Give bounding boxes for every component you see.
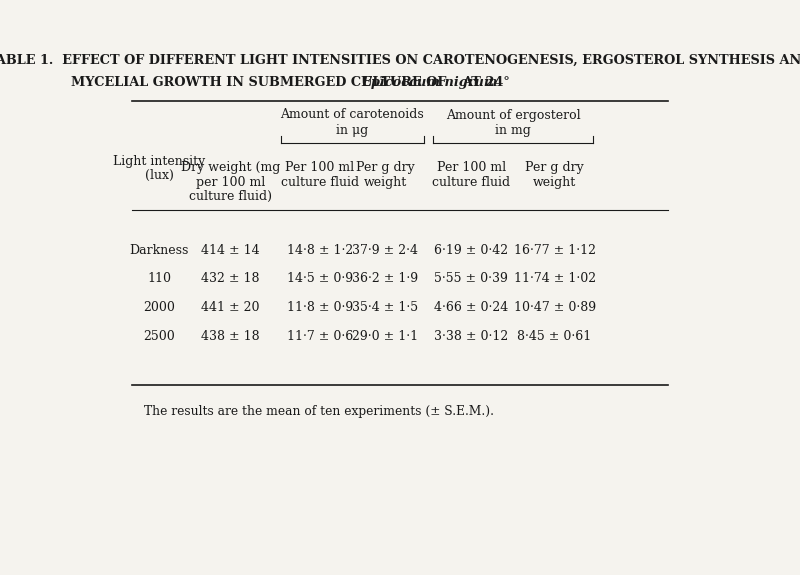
Text: Amount of carotenoids: Amount of carotenoids [281, 109, 424, 121]
Text: 37·9 ± 2·4: 37·9 ± 2·4 [352, 244, 418, 256]
Text: (lux): (lux) [145, 169, 174, 182]
Text: weight: weight [363, 176, 406, 189]
Text: Per 100 ml: Per 100 ml [437, 162, 506, 174]
Text: 11·8 ± 0·9: 11·8 ± 0·9 [286, 301, 353, 314]
Text: Light intensity: Light intensity [113, 155, 206, 167]
Text: culture fluid: culture fluid [432, 176, 510, 189]
Text: 432 ± 18: 432 ± 18 [202, 273, 260, 285]
Text: 438 ± 18: 438 ± 18 [202, 330, 260, 343]
Text: 3·38 ± 0·12: 3·38 ± 0·12 [434, 330, 509, 343]
Text: Amount of ergosterol: Amount of ergosterol [446, 109, 580, 121]
Text: 11·74 ± 1·02: 11·74 ± 1·02 [514, 273, 596, 285]
Text: Per g dry: Per g dry [526, 162, 584, 174]
Text: 6·19 ± 0·42: 6·19 ± 0·42 [434, 244, 509, 256]
Text: 8·45 ± 0·61: 8·45 ± 0·61 [518, 330, 592, 343]
Text: culture fluid: culture fluid [281, 176, 358, 189]
Text: The results are the mean of ten experiments (± S.E.M.).: The results are the mean of ten experime… [144, 405, 494, 417]
Text: AT 24°: AT 24° [462, 76, 510, 89]
Text: 35·4 ± 1·5: 35·4 ± 1·5 [352, 301, 418, 314]
Text: 414 ± 14: 414 ± 14 [202, 244, 260, 256]
Text: 2500: 2500 [143, 330, 175, 343]
Text: 5·55 ± 0·39: 5·55 ± 0·39 [434, 273, 508, 285]
Text: weight: weight [533, 176, 576, 189]
Text: 2000: 2000 [143, 301, 175, 314]
Text: 110: 110 [147, 273, 171, 285]
Text: 4·66 ± 0·24: 4·66 ± 0·24 [434, 301, 509, 314]
Text: 16·77 ± 1·12: 16·77 ± 1·12 [514, 244, 596, 256]
Text: in mg: in mg [495, 124, 531, 137]
Text: 441 ± 20: 441 ± 20 [202, 301, 260, 314]
Text: in μg: in μg [336, 124, 369, 137]
Text: Per g dry: Per g dry [356, 162, 414, 174]
Text: 36·2 ± 1·9: 36·2 ± 1·9 [352, 273, 418, 285]
Text: 14·5 ± 0·9: 14·5 ± 0·9 [286, 273, 353, 285]
Text: 11·7 ± 0·6: 11·7 ± 0·6 [286, 330, 353, 343]
Text: per 100 ml: per 100 ml [196, 176, 265, 189]
Text: 29·0 ± 1·1: 29·0 ± 1·1 [352, 330, 418, 343]
Text: MYCELIAL GROWTH IN SUBMERGED CULTURE OF: MYCELIAL GROWTH IN SUBMERGED CULTURE OF [71, 76, 446, 89]
Text: 14·8 ± 1·2: 14·8 ± 1·2 [286, 244, 353, 256]
Text: TABLE 1.  EFFECT OF DIFFERENT LIGHT INTENSITIES ON CAROTENOGENESIS, ERGOSTEROL S: TABLE 1. EFFECT OF DIFFERENT LIGHT INTEN… [0, 54, 800, 67]
Text: Dry weight (mg: Dry weight (mg [181, 162, 280, 174]
Text: 10·47 ± 0·89: 10·47 ± 0·89 [514, 301, 596, 314]
Text: culture fluid): culture fluid) [189, 190, 272, 203]
Text: Darkness: Darkness [130, 244, 189, 256]
Text: Epicoccum nigrum: Epicoccum nigrum [361, 76, 498, 89]
Text: Per 100 ml: Per 100 ml [285, 162, 354, 174]
